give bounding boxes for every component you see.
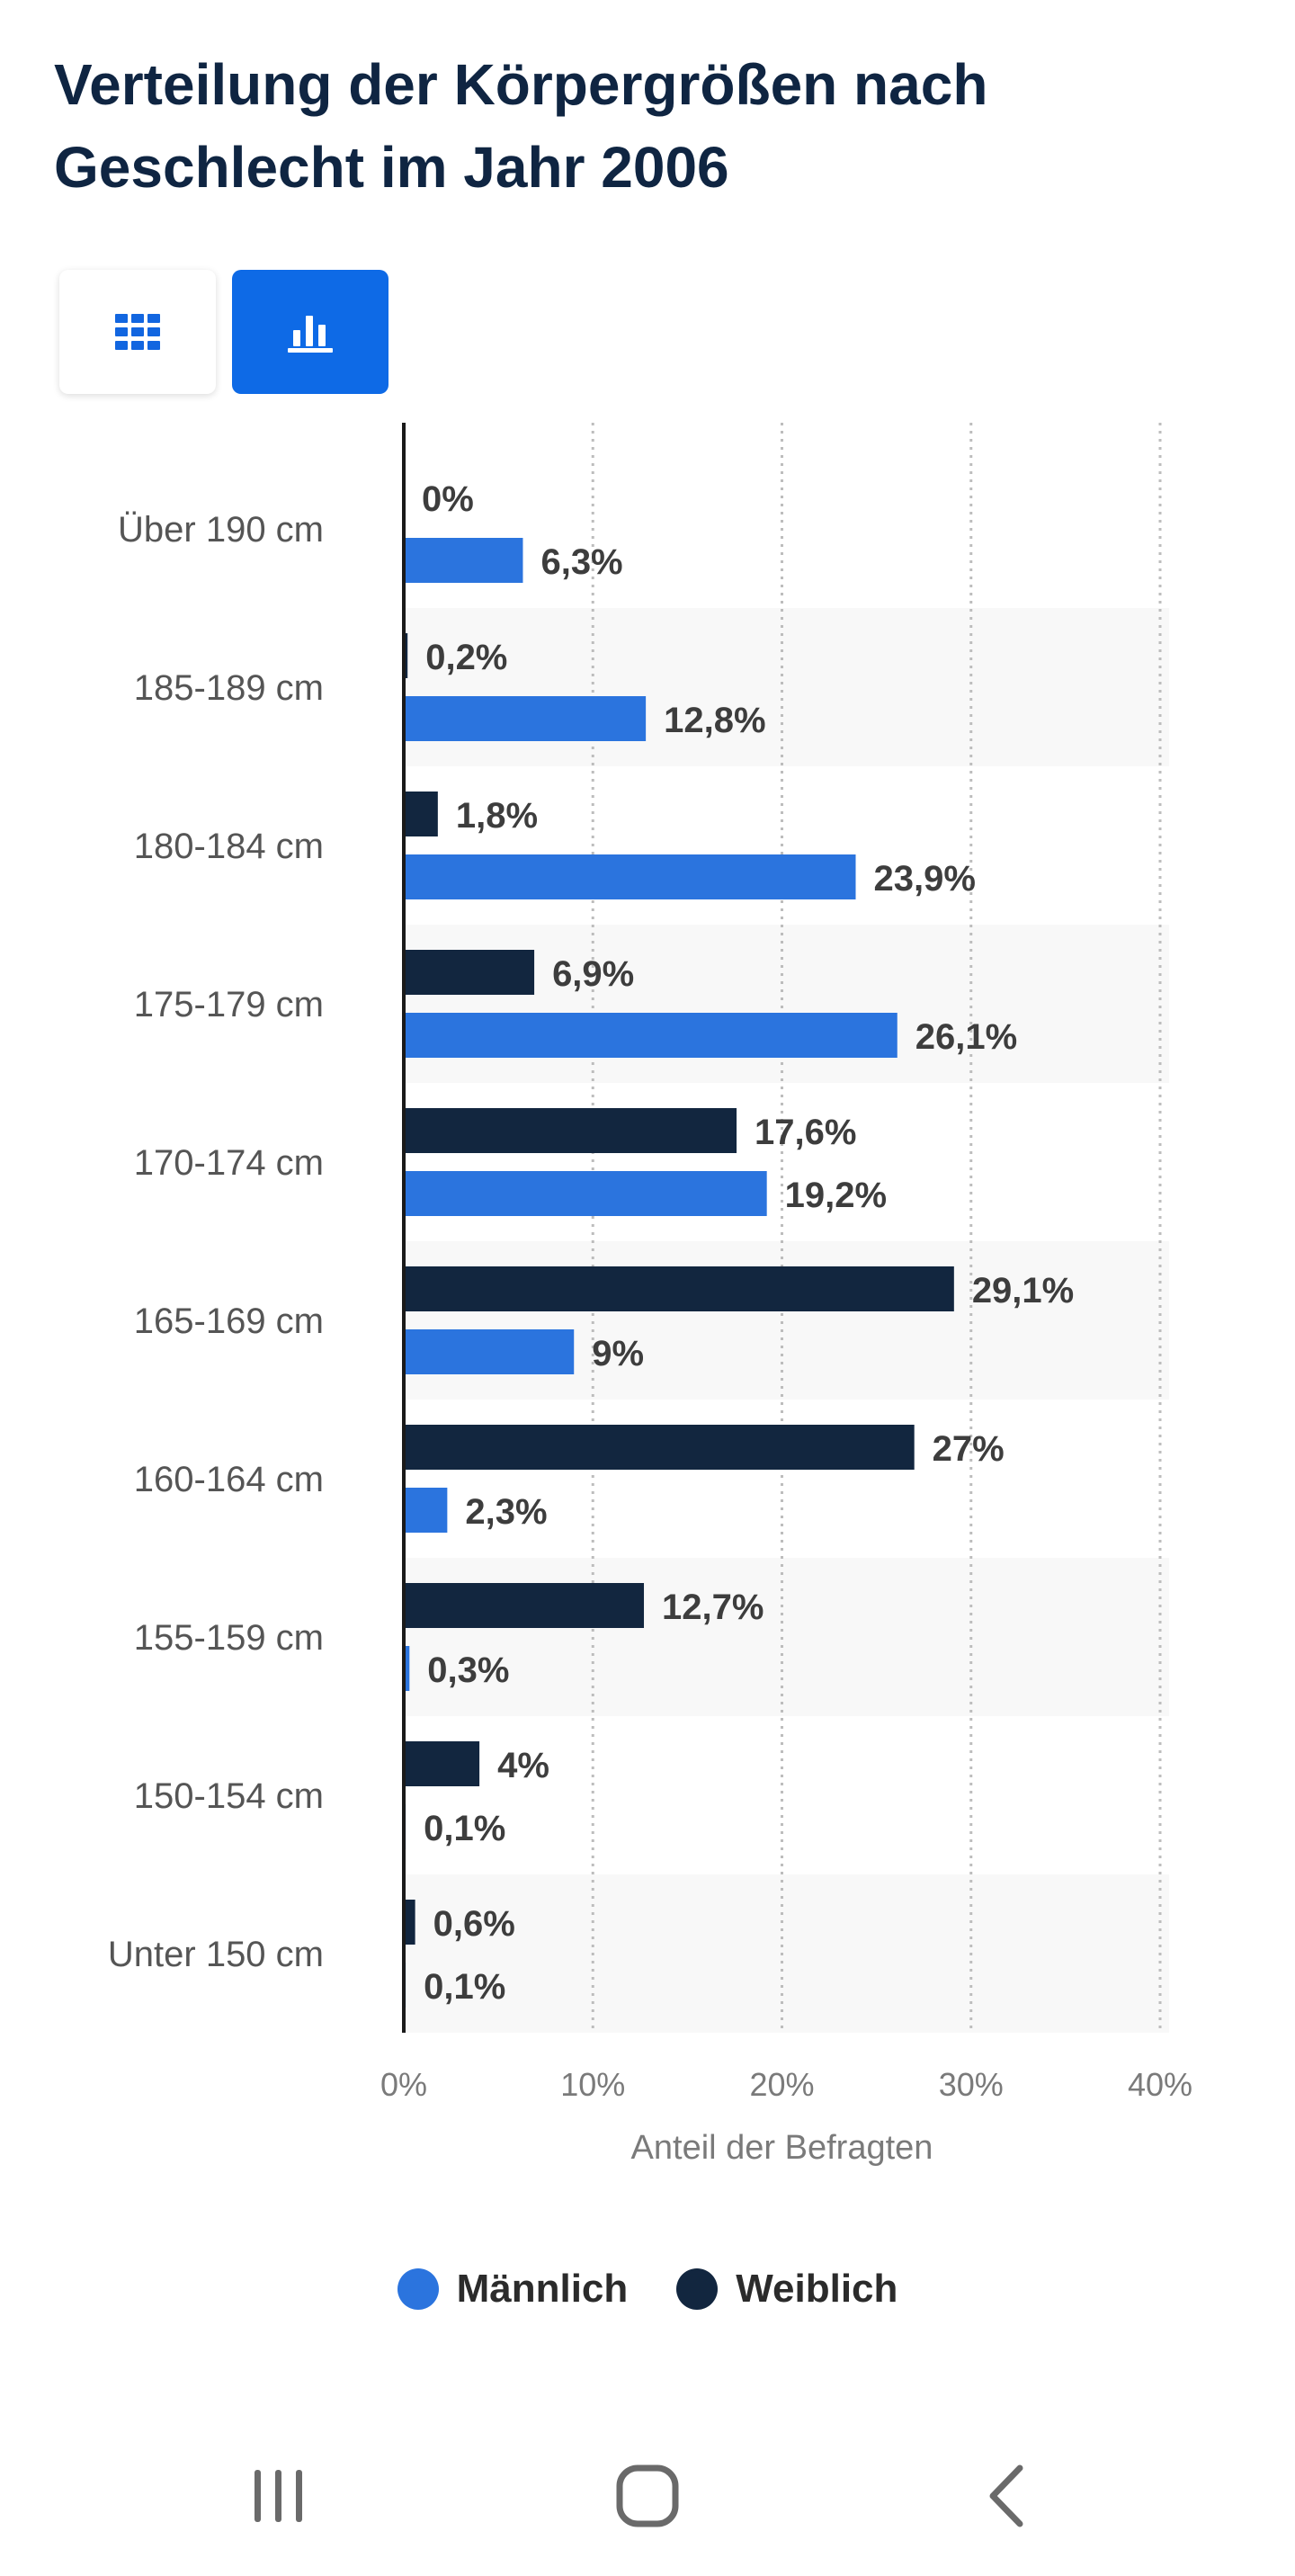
category-label: Über 190 cm — [118, 510, 324, 550]
category-label: 170-174 cm — [134, 1143, 324, 1183]
data-label: 19,2% — [785, 1176, 887, 1215]
bar-weiblich — [404, 1741, 480, 1786]
x-tick-label: 30% — [939, 2066, 1004, 2103]
page-title: Verteilung der Körpergrößen nach Geschle… — [54, 52, 988, 200]
category-label: 165-169 cm — [134, 1301, 324, 1341]
bar-chart: Über 190 cm 185-189 cm 180-184 cm 175-179 c… — [108, 423, 1192, 2167]
recent-apps-icon — [255, 2470, 302, 2522]
bar-weiblich — [404, 1900, 415, 1945]
data-label: 0,1% — [424, 1809, 505, 1848]
home-icon — [616, 2464, 679, 2527]
bar-maennlich — [404, 1488, 448, 1533]
data-label: 9% — [592, 1334, 644, 1373]
x-tick-label: 0% — [380, 2066, 427, 2103]
bar-weiblich — [404, 1108, 737, 1153]
row-band — [404, 925, 1169, 1083]
x-tick-label: 40% — [1128, 2066, 1192, 2103]
data-label: 1,8% — [456, 796, 538, 836]
legend-dot-maennlich — [397, 2268, 439, 2310]
bar-weiblich — [404, 1583, 645, 1628]
home-button[interactable] — [585, 2446, 710, 2545]
system-navigation-bar — [0, 2428, 1295, 2576]
data-label: 17,6% — [755, 1113, 856, 1152]
bar-weiblich — [404, 1425, 915, 1470]
bar-weiblich — [404, 633, 408, 678]
x-tick-label: 10% — [560, 2066, 625, 2103]
category-label: Unter 150 cm — [108, 1935, 324, 1974]
legend: Männlich Weiblich — [0, 2267, 1295, 2312]
data-label: 4% — [497, 1746, 549, 1785]
row-band — [404, 1241, 1169, 1400]
bar-chart-icon — [288, 316, 333, 353]
row-band — [404, 1558, 1169, 1716]
bar-maennlich — [404, 1171, 767, 1216]
back-icon — [989, 2464, 1023, 2527]
category-label: 160-164 cm — [134, 1460, 324, 1499]
legend-item-maennlich[interactable]: Männlich — [397, 2267, 629, 2312]
legend-item-weiblich[interactable]: Weiblich — [676, 2267, 898, 2312]
data-label: 6,3% — [540, 542, 622, 582]
data-label: 26,1% — [915, 1017, 1017, 1057]
bar-maennlich — [404, 1329, 575, 1374]
legend-label: Weiblich — [736, 2267, 898, 2311]
category-label: 155-159 cm — [134, 1618, 324, 1658]
recent-apps-button[interactable] — [216, 2446, 342, 2545]
chart-area: Über 190 cm 185-189 cm 180-184 cm 175-179 c… — [0, 423, 1295, 2204]
category-label: 180-184 cm — [134, 827, 324, 866]
bar-maennlich — [404, 538, 523, 583]
grid-table-icon — [115, 314, 160, 350]
data-label: 12,8% — [664, 701, 765, 740]
legend-label: Männlich — [456, 2267, 629, 2311]
legend-dot-weiblich — [676, 2268, 719, 2310]
x-axis-title: Anteil der Befragten — [631, 2129, 933, 2167]
data-label: 0% — [422, 479, 474, 519]
data-label: 0,6% — [433, 1904, 515, 1944]
data-label: 2,3% — [465, 1492, 547, 1532]
bar-maennlich — [404, 696, 647, 741]
row-band — [404, 1874, 1169, 2033]
bar-maennlich — [404, 1646, 410, 1691]
data-label: 29,1% — [972, 1271, 1074, 1310]
category-label: 175-179 cm — [134, 985, 324, 1024]
table-view-button[interactable] — [59, 270, 216, 394]
category-label: 150-154 cm — [134, 1776, 324, 1816]
back-button[interactable] — [944, 2446, 1070, 2545]
bar-maennlich — [404, 854, 856, 899]
data-label: 27% — [933, 1429, 1005, 1469]
bar-weiblich — [404, 792, 438, 836]
data-label: 0,1% — [424, 1967, 505, 2007]
data-label: 0,3% — [427, 1650, 509, 1690]
category-label: 185-189 cm — [134, 668, 324, 708]
x-tick-label: 20% — [749, 2066, 814, 2103]
data-label: 0,2% — [425, 638, 507, 677]
bar-weiblich — [404, 1266, 954, 1311]
bar-maennlich — [404, 1013, 898, 1058]
chart-view-button[interactable] — [232, 270, 388, 394]
bar-weiblich — [404, 950, 535, 995]
data-label: 6,9% — [552, 954, 634, 994]
data-label: 12,7% — [662, 1588, 764, 1627]
data-label: 23,9% — [873, 859, 975, 899]
row-band — [404, 608, 1169, 766]
